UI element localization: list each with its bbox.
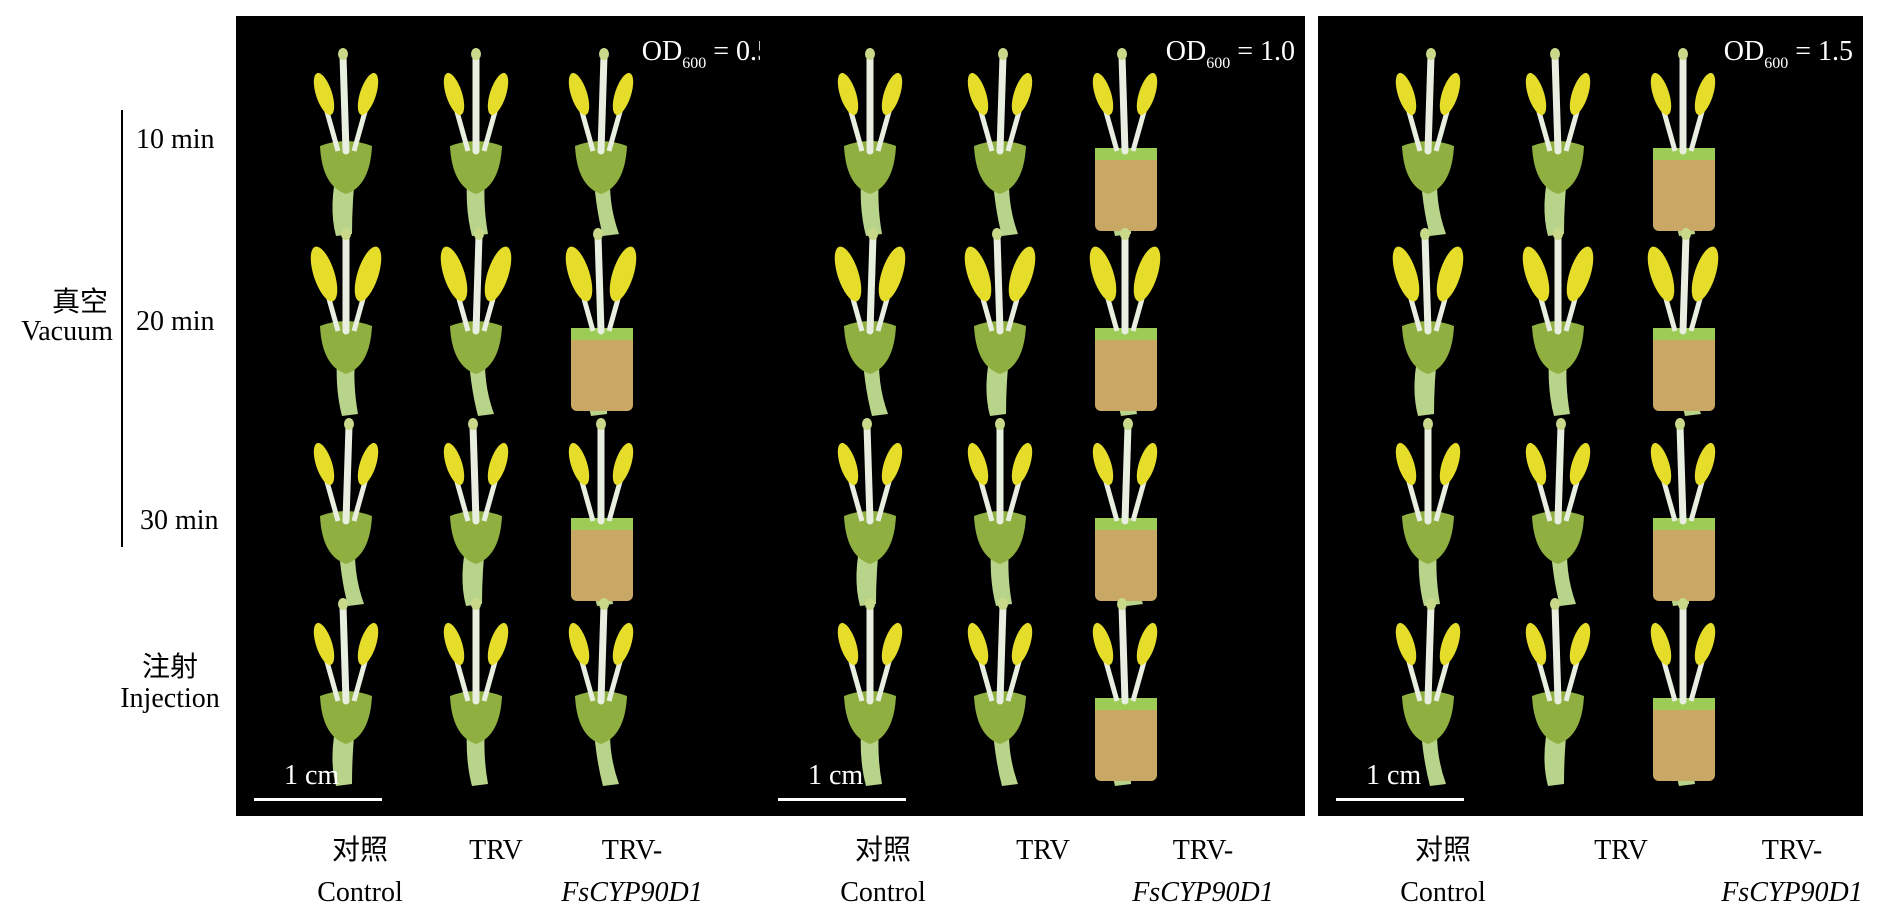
col-label-trv-fscyp90d1: TRV- FsCYP90D1: [1721, 835, 1863, 908]
scale-bar-label: 1 cm: [808, 760, 864, 791]
flower-specimens-photo: [310, 48, 637, 786]
vacuum-label-cn: 真空: [51, 287, 108, 318]
flower-specimen: [443, 48, 509, 236]
col-label-trv: TRV: [1016, 835, 1070, 866]
vacuum-label-en: Vacuum: [21, 316, 113, 347]
flower-specimen: [1650, 598, 1716, 786]
flower-specimen: [837, 48, 903, 236]
flower-specimen: [1395, 598, 1461, 786]
flower-specimen: [443, 418, 509, 606]
flower-specimen: [837, 418, 903, 606]
od-label: OD600 = 1.5: [1723, 36, 1853, 72]
col-label-trv-fscyp90d1: TRV- FsCYP90D1: [561, 835, 703, 908]
flower-specimen: [1092, 598, 1158, 786]
flower-specimen: [1650, 418, 1716, 606]
flower-specimen: [967, 418, 1033, 606]
flower-specimen: [443, 598, 509, 786]
flower-specimen: [837, 598, 903, 786]
col-label-trv: TRV: [1594, 835, 1648, 866]
row-label-10min: 10 min: [136, 124, 215, 155]
flower-specimens-photo: [834, 48, 1161, 786]
flower-specimen: [440, 228, 512, 416]
flower-specimens-photo: [1392, 48, 1719, 786]
flower-specimen: [568, 598, 634, 786]
flower-specimen: [1647, 228, 1719, 416]
col-label-control: 对照 Control: [317, 835, 403, 908]
flower-specimen: [834, 228, 906, 416]
flower-specimen: [1092, 418, 1158, 606]
flower-specimen: [1525, 598, 1591, 786]
flower-specimen: [1522, 228, 1594, 416]
flower-specimen: [568, 48, 634, 236]
scale-bar: [778, 798, 906, 801]
row-label-30min: 30 min: [140, 505, 219, 536]
flower-specimen: [310, 228, 382, 416]
row-label-20min: 20 min: [136, 306, 215, 337]
photo-panel-od-1-5: OD600 = 1.5 1 cm: [1318, 16, 1863, 816]
flower-specimen: [313, 48, 379, 236]
flower-specimen: [1092, 48, 1158, 236]
flower-specimen: [964, 228, 1036, 416]
od-label: OD600 = 0.5: [641, 36, 771, 72]
flower-specimen: [967, 48, 1033, 236]
injection-label-en: Injection: [120, 683, 220, 714]
flower-specimen: [1525, 418, 1591, 606]
photo-panel-od-0-5: OD600 = 0.5 1 cm: [236, 16, 781, 816]
col-label-trv: TRV: [469, 835, 523, 866]
flower-specimen: [1395, 418, 1461, 606]
od-label: OD600 = 1.0: [1165, 36, 1295, 72]
col-label-trv-fscyp90d1: TRV- FsCYP90D1: [1132, 835, 1274, 908]
col-label-control: 对照 Control: [840, 835, 926, 908]
scale-bar: [254, 798, 382, 801]
flower-specimen: [1395, 48, 1461, 236]
flower-specimen: [565, 228, 637, 416]
vacuum-bracket-line: [121, 110, 123, 547]
scale-bar: [1336, 798, 1464, 801]
col-label-control: 对照 Control: [1400, 835, 1486, 908]
scale-bar-label: 1 cm: [284, 760, 340, 791]
flower-specimen: [967, 598, 1033, 786]
injection-label-cn: 注射: [141, 652, 198, 683]
flower-specimen: [313, 418, 379, 606]
flower-specimen: [1650, 48, 1716, 236]
flower-specimen: [568, 418, 634, 606]
flower-specimen: [1089, 228, 1161, 416]
flower-specimen: [313, 598, 379, 786]
scale-bar-label: 1 cm: [1366, 760, 1422, 791]
flower-specimen: [1525, 48, 1591, 236]
flower-specimen: [1392, 228, 1464, 416]
photo-panel-od-1-0: OD600 = 1.0 1 cm: [760, 16, 1305, 816]
